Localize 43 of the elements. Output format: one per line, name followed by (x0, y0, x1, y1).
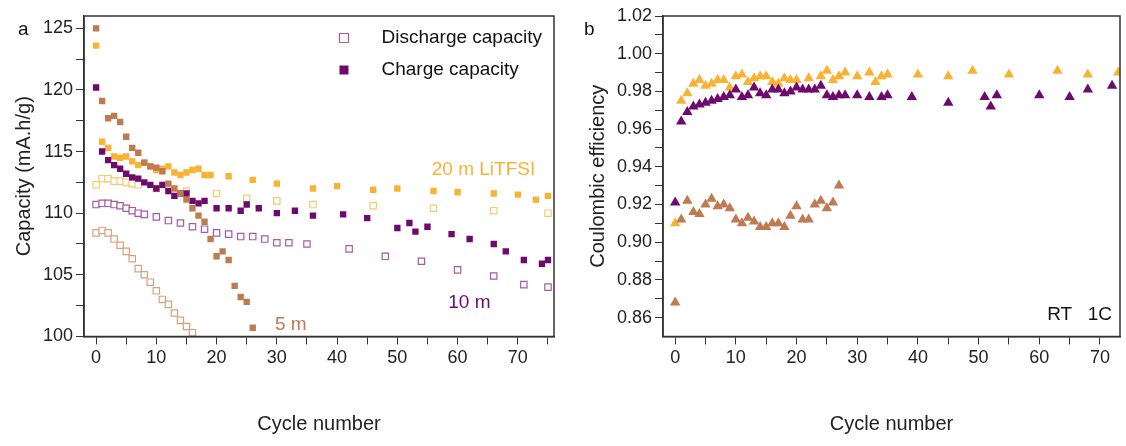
annotation: 10 m (448, 290, 491, 312)
x-tick-label: 0 (670, 347, 681, 368)
text: b (584, 18, 595, 40)
y-tick-label: 120 (42, 78, 74, 99)
y-tick-label: 1.00 (616, 42, 653, 63)
x-tick-label: 20 (786, 347, 807, 368)
y-tick-label: 105 (42, 263, 74, 284)
x-axis-title: Cycle number (257, 411, 382, 434)
x-tick-label: 50 (968, 347, 989, 368)
x-tick-label: 40 (907, 347, 928, 368)
x-tick-label: 10 (146, 347, 167, 368)
y-tick-label: 110 (44, 202, 74, 223)
x-tick-label: 0 (91, 347, 102, 368)
x-tick-label: 70 (1089, 347, 1110, 368)
y-tick-label: 0.98 (616, 80, 653, 101)
annotation: 5 m (274, 313, 307, 335)
y-tick-label: 1.02 (616, 4, 653, 25)
text: a (18, 18, 29, 40)
x-tick-label: 60 (1029, 347, 1050, 368)
x-tick-label: 10 (725, 347, 746, 368)
y-tick-label: 0.86 (616, 306, 653, 327)
x-tick-label: 60 (447, 347, 468, 368)
y-tick-label: 0.94 (616, 155, 653, 176)
y-tick-label: 100 (42, 325, 74, 346)
x-tick-label: 30 (266, 347, 287, 368)
y-tick-label: 0.92 (616, 193, 653, 214)
x-tick-label: 30 (847, 347, 868, 368)
x-axis-title: Cycle number (829, 411, 954, 434)
y-tick-label: 0.90 (616, 231, 653, 252)
legend-label: Discharge capacity (381, 26, 543, 48)
legend-label: Charge capacity (381, 58, 520, 80)
x-tick-label: 70 (507, 347, 528, 368)
x-tick-label: 20 (206, 347, 227, 368)
y-axis-title: Capacity (mA.h/g) (11, 96, 34, 257)
y-tick-label: 115 (44, 140, 74, 161)
y-tick-label: 0.88 (616, 268, 653, 289)
annotation: 20 m LiTFSI (431, 158, 536, 180)
annotation: RT 1C (1047, 302, 1112, 324)
y-tick-label: 0.96 (616, 118, 653, 139)
y-tick-label: 125 (42, 17, 74, 38)
x-tick-label: 40 (327, 347, 348, 368)
y-axis-title: Coulombic efficiency (585, 84, 608, 268)
x-tick-label: 50 (387, 347, 408, 368)
